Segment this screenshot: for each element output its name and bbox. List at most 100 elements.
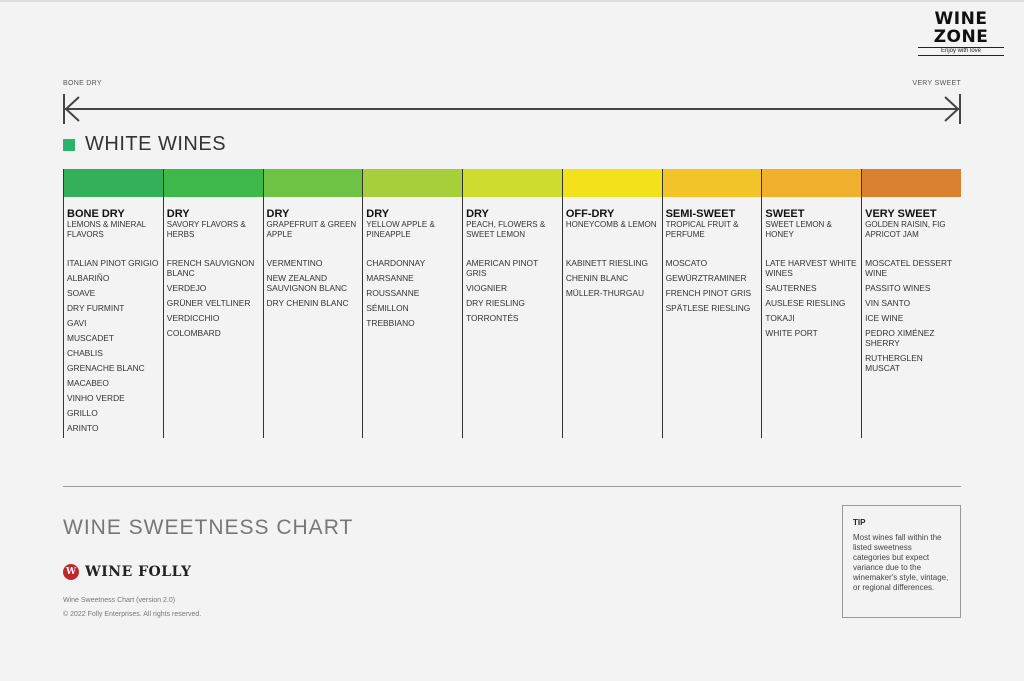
- footer-divider: [63, 486, 961, 487]
- wine-list-item: VERDICCHIO: [166, 313, 220, 323]
- column-title: DRY: [366, 208, 390, 220]
- sweetness-column: DRY GRAPEFRUIT & GREEN APPLE VERMENTINO NEW…: [262, 169, 363, 438]
- wine-list-item: SAUTERNES: [765, 283, 817, 293]
- sweetness-column: DRY SAVORY FLAVORS & HERBS FRENCH SAUVIGNO…: [162, 169, 263, 438]
- column-title: OFF-DRY: [565, 208, 615, 220]
- wine-list-item: DRY RIESLING: [466, 298, 525, 308]
- brand-title: WINE ZONE: [933, 9, 989, 47]
- wine-list-item: MOSCATO: [665, 258, 708, 268]
- sweetness-color-bar: [263, 169, 363, 197]
- sweetness-color-bar: [463, 169, 562, 197]
- wine-list-item: VERDEJO: [166, 283, 207, 293]
- wine-list: KABINETT RIESLING CHENIN BLANC MÜLLER-THUR…: [563, 258, 662, 298]
- column-title: DRY: [166, 208, 190, 220]
- scale-right-label: VERY SWEET: [912, 80, 961, 87]
- tip-label: TIP: [853, 518, 866, 527]
- wine-list-item: PEDRO XIMÉNEZ SHERRY: [865, 328, 935, 348]
- wine-list-item: ICE WINE: [865, 313, 904, 323]
- wine-list-item: SPÄTLESE RIESLING: [665, 303, 751, 313]
- column-title: DRY: [266, 208, 290, 220]
- wine-list-item: VERMENTINO: [266, 258, 323, 268]
- column-header: DRY YELLOW APPLE & PINEAPPLE: [363, 197, 462, 240]
- top-divider: [0, 0, 1024, 2]
- wine-list-item: CHENIN BLANC: [565, 273, 629, 283]
- tip-text: Most wines fall within the listed sweetn…: [853, 533, 949, 592]
- wine-list-item: FRENCH SAUVIGNON BLANC: [166, 258, 255, 278]
- wine-list-item: SÉMILLON: [366, 303, 409, 313]
- wine-list-item: MUSCADET: [67, 333, 114, 343]
- wine-list-item: ALBARIÑO: [67, 273, 110, 283]
- column-title: SEMI-SWEET: [665, 208, 736, 220]
- wine-list-item: MACABEO: [67, 378, 109, 388]
- column-title: DRY: [466, 208, 489, 220]
- wine-list-item: DRY FURMINT: [67, 303, 125, 313]
- brand-tagline: Enjoy with love: [918, 47, 1004, 56]
- wine-list-item: VIN SANTO: [865, 298, 911, 308]
- column-subtitle: HONEYCOMB & LEMON: [565, 220, 657, 229]
- wine-list: ITALIAN PINOT GRIGIO ALBARIÑO SOAVE DRY FUR…: [64, 258, 163, 433]
- sweetness-column: DRY YELLOW APPLE & PINEAPPLE CHARDONNAY MAR…: [362, 169, 463, 438]
- sweetness-color-bar: [363, 169, 463, 197]
- wine-list-item: MÜLLER-THURGAU: [565, 288, 645, 298]
- wine-list-item: SOAVE: [67, 288, 96, 298]
- wine-list-item: VINHO VERDE: [67, 393, 125, 403]
- wine-list-item: DRY CHENIN BLANC: [266, 298, 349, 308]
- column-subtitle: YELLOW APPLE & PINEAPPLE: [366, 220, 435, 239]
- sweetness-column: SEMI-SWEET TROPICAL FRUIT & PERFUME MOSCAT…: [661, 169, 762, 438]
- logo-mark: W: [65, 567, 77, 577]
- column-header: SEMI-SWEET TROPICAL FRUIT & PERFUME: [663, 197, 762, 240]
- wine-list-item: VIOGNIER: [466, 283, 508, 293]
- sweetness-color-bar: [562, 169, 662, 197]
- wine-list-item: ARINTO: [67, 423, 99, 433]
- wine-list-item: LATE HARVEST WHITE WINES: [765, 258, 857, 278]
- column-header: OFF-DRY HONEYCOMB & LEMON: [563, 197, 662, 240]
- chart-title: WINE SWEETNESS CHART: [63, 516, 354, 539]
- sweetness-color-bar: [662, 169, 762, 197]
- wine-folly-logo: W WINE FOLLY: [63, 564, 192, 580]
- sweetness-color-bar: [64, 169, 163, 197]
- wine-list-item: TREBBIANO: [366, 318, 415, 328]
- column-subtitle: PEACH, FLOWERS & SWEET LEMON: [466, 220, 546, 239]
- column-header: VERY SWEET GOLDEN RAISIN, FIG APRICOT JAM: [862, 197, 961, 240]
- sweetness-column: SWEET SWEET LEMON & HONEY LATE HARVEST WHI…: [761, 169, 862, 438]
- column-subtitle: TROPICAL FRUIT & PERFUME: [665, 220, 739, 239]
- wine-list-item: GRÜNER VELTLINER: [166, 298, 251, 308]
- column-subtitle: GRAPEFRUIT & GREEN APPLE: [266, 220, 357, 239]
- sweetness-scale-arrow: [63, 94, 961, 124]
- column-subtitle: SAVORY FLAVORS & HERBS: [166, 220, 246, 239]
- wine-list-item: GEWÜRZTRAMINER: [665, 273, 747, 283]
- brand-logo: WINE ZONE Enjoy with love: [908, 10, 1014, 56]
- column-header: DRY GRAPEFRUIT & GREEN APPLE: [264, 197, 363, 240]
- wine-list: MOSCATEL DESSERT WINE PASSITO WINES VIN SA…: [862, 258, 961, 373]
- wine-list-item: GRILLO: [67, 408, 98, 418]
- wine-list-item: NEW ZEALAND SAUVIGNON BLANC: [266, 273, 348, 293]
- tip-box: TIP Most wines fall within the listed sw…: [842, 505, 961, 618]
- sweetness-column: BONE DRY LEMONS & MINERAL FLAVORS ITALIAN …: [63, 169, 163, 438]
- column-title: BONE DRY: [67, 208, 125, 220]
- section-title: WHITE WINES: [85, 133, 227, 155]
- wine-list-item: WHITE PORT: [765, 328, 818, 338]
- wine-list-item: TORRONTÉS: [466, 313, 519, 323]
- wine-list: LATE HARVEST WHITE WINES SAUTERNES AUSLESE…: [762, 258, 861, 338]
- wine-list: AMERICAN PINOT GRIS VIOGNIER DRY RIESLING T…: [463, 258, 562, 323]
- wine-list-item: GAVI: [67, 318, 87, 328]
- wine-list-item: CHABLIS: [67, 348, 103, 358]
- column-header: DRY SAVORY FLAVORS & HERBS: [164, 197, 263, 240]
- wine-list: FRENCH SAUVIGNON BLANC VERDEJO GRÜNER VELT…: [164, 258, 263, 338]
- section-swatch: [63, 138, 75, 151]
- wine-list: MOSCATO GEWÜRZTRAMINER FRENCH PINOT GRIS SP…: [663, 258, 762, 313]
- column-header: DRY PEACH, FLOWERS & SWEET LEMON: [463, 197, 562, 240]
- column-header: BONE DRY LEMONS & MINERAL FLAVORS: [64, 197, 163, 240]
- wine-list: CHARDONNAY MARSANNE ROUSSANNE SÉMILLON TREBB…: [363, 258, 462, 328]
- wine-list-item: FRENCH PINOT GRIS: [665, 288, 752, 298]
- section-heading: WHITE WINES: [63, 133, 226, 156]
- wine-list-item: MOSCATEL DESSERT WINE: [865, 258, 952, 278]
- scale-left-label: BONE DRY: [63, 80, 102, 87]
- column-subtitle: SWEET LEMON & HONEY: [765, 220, 832, 239]
- wine-list-item: RUTHERGLEN MUSCAT: [865, 353, 923, 373]
- wine-list-item: COLOMBARD: [166, 328, 221, 338]
- wine-list-item: AUSLESE RIESLING: [765, 298, 846, 308]
- sweetness-color-bar: [163, 169, 263, 197]
- sweetness-columns: BONE DRY LEMONS & MINERAL FLAVORS ITALIAN …: [63, 169, 961, 438]
- sweetness-column: DRY PEACH, FLOWERS & SWEET LEMON AMERICAN …: [462, 169, 562, 438]
